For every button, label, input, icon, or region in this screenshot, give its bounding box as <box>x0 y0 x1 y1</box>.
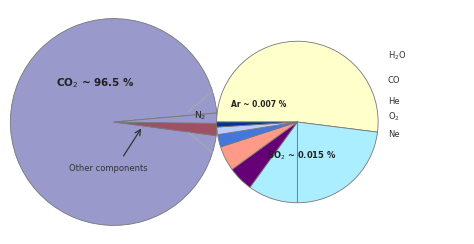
Text: Other components: Other components <box>69 164 148 173</box>
Text: O$_2$: O$_2$ <box>388 111 400 123</box>
Wedge shape <box>232 122 297 187</box>
Text: SO$_2$ ~ 0.015 %: SO$_2$ ~ 0.015 % <box>267 150 336 162</box>
Text: He: He <box>388 97 400 105</box>
Wedge shape <box>220 122 297 170</box>
Wedge shape <box>218 122 297 147</box>
Text: H$_2$O: H$_2$O <box>388 50 406 62</box>
Text: Ne: Ne <box>388 131 400 139</box>
Text: CO$_2$ ~ 96.5 %: CO$_2$ ~ 96.5 % <box>56 76 135 90</box>
Wedge shape <box>10 19 217 225</box>
Wedge shape <box>297 122 377 203</box>
Text: CO: CO <box>388 75 401 84</box>
Wedge shape <box>114 122 217 136</box>
Wedge shape <box>217 122 297 127</box>
Wedge shape <box>217 122 297 135</box>
Text: Ar ~ 0.007 %: Ar ~ 0.007 % <box>231 100 286 109</box>
Text: N$_2$: N$_2$ <box>194 110 207 122</box>
Wedge shape <box>217 41 378 132</box>
Wedge shape <box>114 113 217 123</box>
Wedge shape <box>250 122 297 203</box>
